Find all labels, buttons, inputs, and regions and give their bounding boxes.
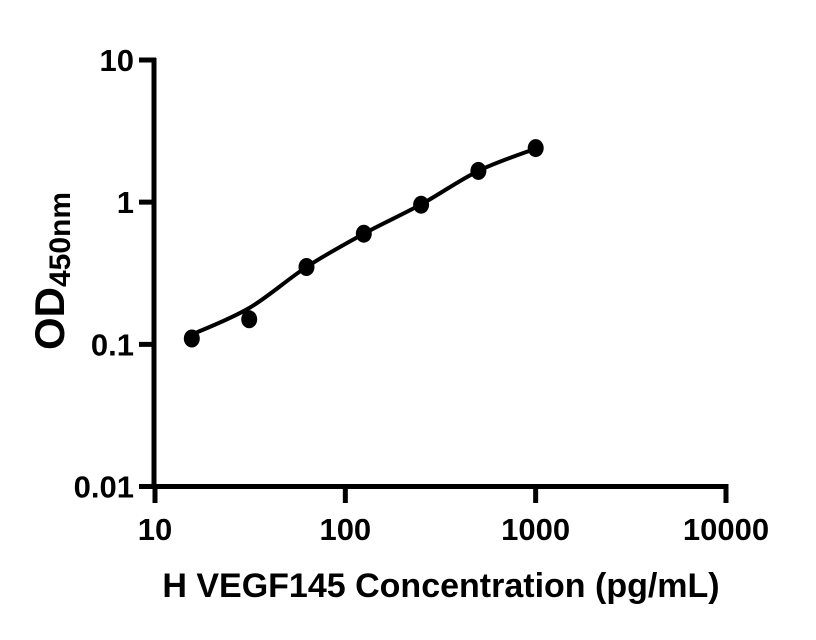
- data-point-marker: [298, 258, 315, 276]
- y-axis-title: OD450nm: [26, 192, 77, 350]
- x-tick-label: 100: [319, 512, 371, 547]
- x-tick-label: 1000: [501, 512, 570, 547]
- axis-spines: [151, 58, 729, 503]
- data-point-marker: [183, 329, 200, 348]
- data-point-marker: [527, 139, 544, 158]
- data-point-marker: [413, 195, 430, 214]
- y-axis-title-subscript: 450nm: [44, 192, 77, 287]
- data-point-marker: [470, 161, 487, 180]
- x-tick-label: 10: [138, 512, 172, 547]
- y-tick-label: 0.1: [91, 327, 134, 362]
- y-tick-label: 1: [117, 185, 134, 220]
- data-point-marker: [355, 224, 372, 243]
- y-tick-label: 10: [100, 43, 134, 78]
- y-axis-title-main: OD: [26, 287, 73, 350]
- x-axis-title: H VEGF145 Concentration (pg/mL): [162, 567, 719, 605]
- data-point-marker: [241, 310, 258, 329]
- data-layer: [183, 139, 544, 348]
- y-tick-label: 0.01: [74, 470, 134, 505]
- x-tick-label: 10000: [683, 512, 769, 547]
